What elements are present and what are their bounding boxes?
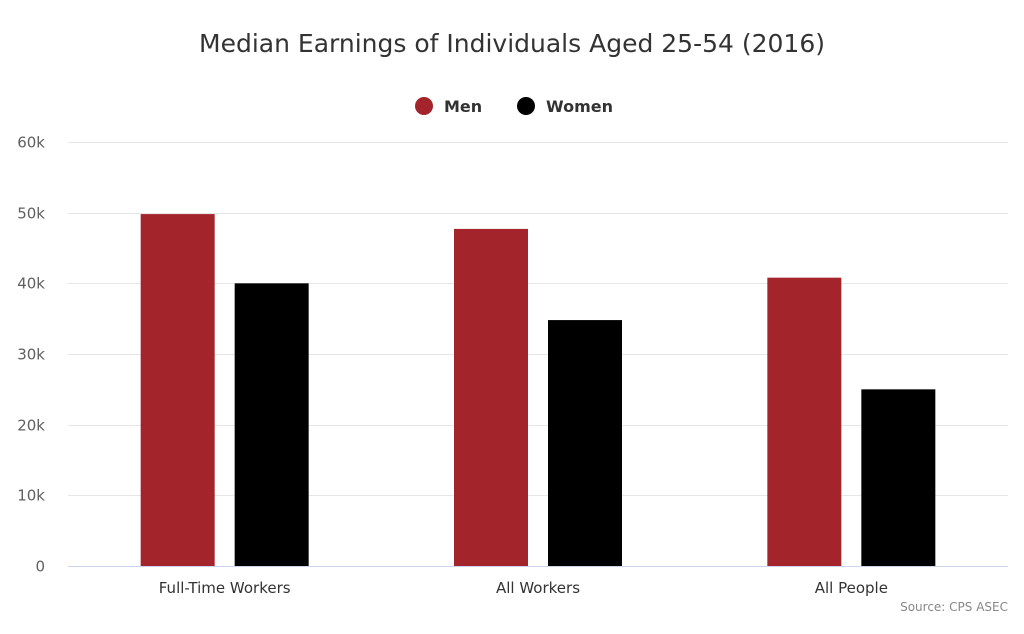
y-tick-label: 0	[35, 558, 45, 576]
y-tick-label: 40k	[17, 275, 45, 293]
y-tick-label: 20k	[17, 417, 45, 435]
y-axis: 0 10k 20k 30k 40k 50k 60k	[17, 134, 45, 576]
plot-area	[140, 214, 936, 567]
legend-label: Men	[444, 97, 482, 116]
legend-item-women[interactable]: Women	[517, 97, 613, 116]
y-tick-label: 10k	[17, 487, 45, 505]
x-tick-label: All People	[815, 579, 888, 597]
bar-men-1[interactable]	[454, 228, 528, 567]
bar-women-0[interactable]	[234, 283, 309, 566]
legend-item-men[interactable]: Men	[415, 97, 482, 116]
y-tick-label: 50k	[17, 205, 45, 223]
source-credit[interactable]: Source: CPS ASEC	[900, 600, 1008, 614]
x-tick-label: Full-Time Workers	[159, 579, 291, 597]
bar-women-1[interactable]	[548, 320, 622, 566]
x-tick-label: All Workers	[496, 579, 580, 597]
legend-label: Women	[546, 97, 613, 116]
x-axis: Full-Time Workers All Workers All People	[68, 566, 1008, 597]
bar-women-2[interactable]	[861, 389, 936, 566]
y-tick-label: 60k	[17, 134, 45, 152]
bar-men-2[interactable]	[767, 277, 842, 566]
bar-men-0[interactable]	[140, 214, 215, 566]
grid	[68, 142, 1008, 496]
chart-title: Median Earnings of Individuals Aged 25-5…	[199, 29, 825, 58]
legend-marker-icon	[415, 97, 433, 115]
legend-marker-icon	[517, 97, 535, 115]
legend[interactable]: Men Women	[415, 97, 613, 116]
y-tick-label: 30k	[17, 346, 45, 364]
